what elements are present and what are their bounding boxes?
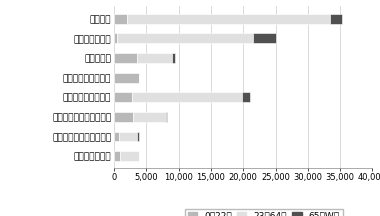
Bar [114, 151, 120, 161]
Bar [114, 14, 127, 24]
Bar [114, 73, 139, 83]
Bar [330, 14, 342, 24]
Bar [242, 92, 250, 102]
Bar [114, 132, 119, 141]
Bar [114, 33, 117, 43]
Bar [132, 92, 242, 102]
Bar [117, 33, 253, 43]
Bar [137, 53, 172, 63]
Bar [172, 53, 175, 63]
Legend: 0～22歳, 23～64歳, 65～W歳: 0～22歳, 23～64歳, 65～W歳 [185, 209, 342, 216]
Bar [120, 151, 139, 161]
Bar [114, 112, 133, 122]
Bar [133, 112, 166, 122]
Bar [114, 53, 137, 63]
Bar [119, 132, 137, 141]
Bar [127, 14, 330, 24]
Bar [253, 33, 276, 43]
Bar [114, 92, 132, 102]
Bar [137, 132, 139, 141]
Bar [166, 112, 167, 122]
